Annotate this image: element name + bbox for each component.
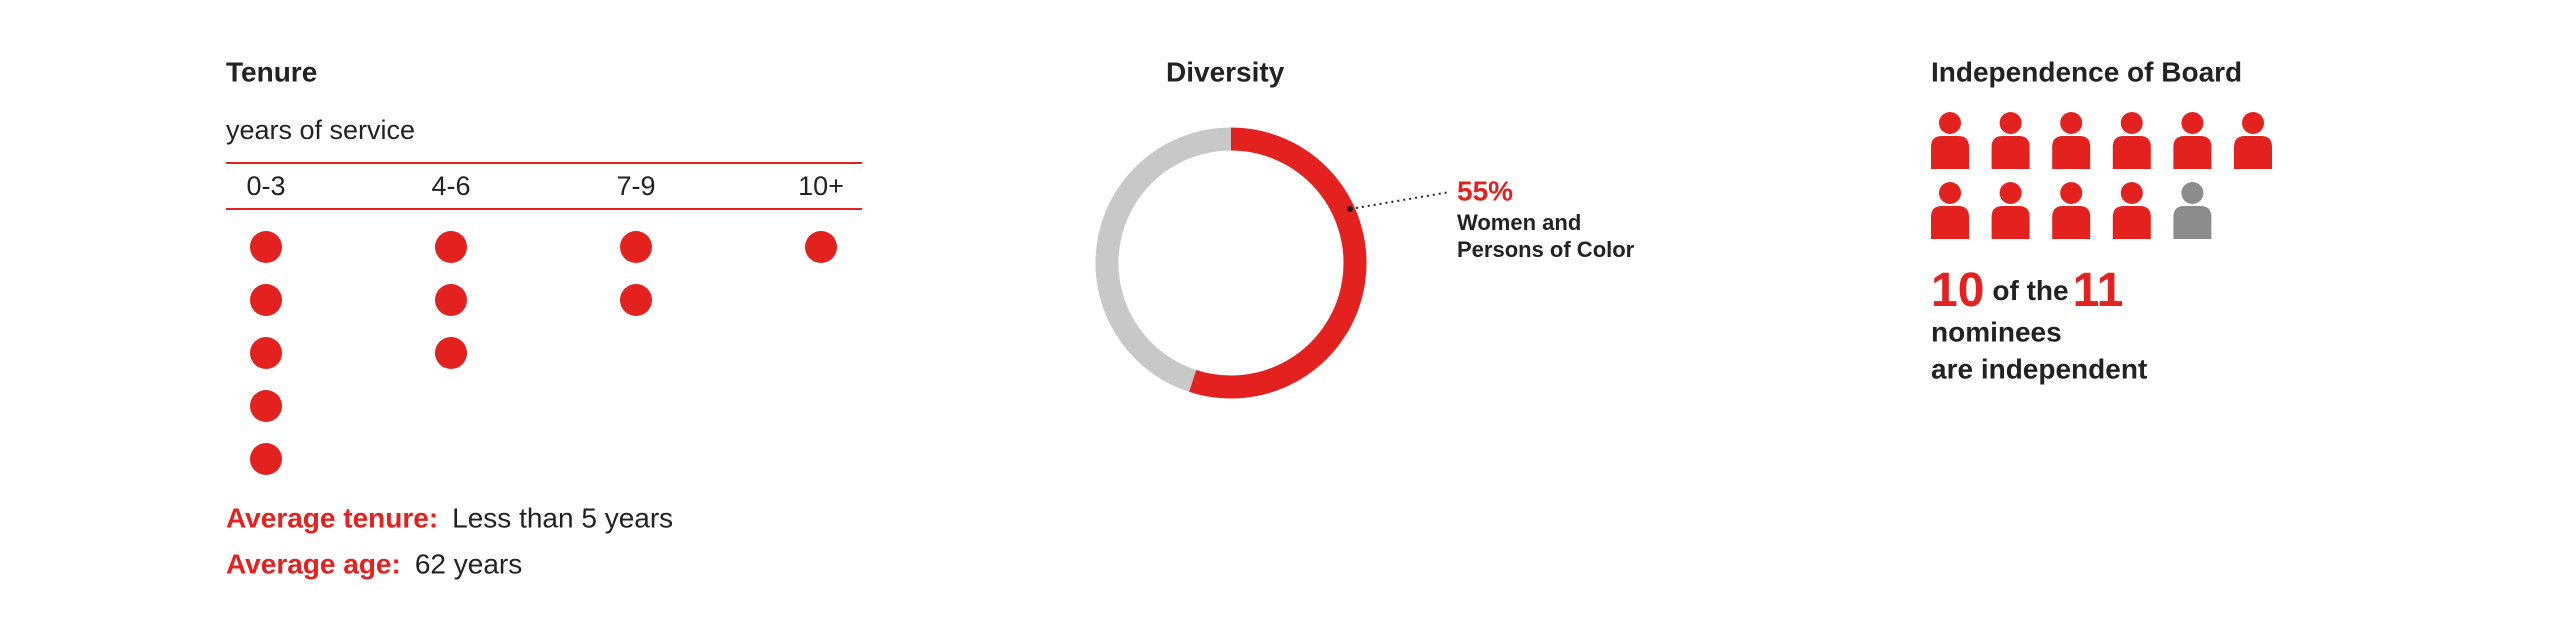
icon-body bbox=[2234, 136, 2272, 169]
dot bbox=[620, 231, 652, 263]
icon-head bbox=[2120, 112, 2143, 134]
person-icon bbox=[1931, 112, 1969, 169]
icon-head bbox=[2060, 112, 2083, 134]
icon-body bbox=[1931, 206, 1969, 239]
value-label: 55% bbox=[1457, 175, 1513, 206]
segment-label: Persons of Color bbox=[1457, 237, 1635, 262]
icon-body bbox=[2052, 206, 2091, 239]
annotation-text: 62 years bbox=[415, 548, 522, 579]
icon-head bbox=[1999, 182, 2022, 204]
person-icon bbox=[2112, 182, 2151, 239]
caption: 10 of the11 bbox=[1931, 264, 2123, 317]
caption-text: nominees bbox=[1931, 316, 2062, 347]
icon-body bbox=[2052, 136, 2091, 169]
icon-head bbox=[2181, 182, 2204, 204]
leader-line bbox=[1349, 191, 1451, 210]
icon-body bbox=[2112, 206, 2151, 239]
icon-head bbox=[2060, 182, 2083, 204]
donut-segment bbox=[1189, 127, 1367, 399]
person-icon bbox=[2173, 182, 2212, 239]
icon-body bbox=[1931, 136, 1969, 169]
annotation-label: Average tenure: bbox=[226, 502, 438, 533]
annotation-text: Less than 5 years bbox=[452, 502, 673, 533]
annotation-label: Average age: bbox=[226, 548, 401, 579]
dot bbox=[250, 284, 282, 316]
dot bbox=[805, 231, 837, 263]
count: 10 bbox=[1931, 264, 1984, 317]
person-icon bbox=[2173, 112, 2212, 169]
independence-title: Independence of Board bbox=[1931, 56, 2242, 87]
dot bbox=[250, 390, 282, 422]
category-label: 0-3 bbox=[246, 171, 285, 201]
person-icon bbox=[2112, 112, 2151, 169]
person-icon bbox=[1931, 182, 1969, 239]
person-icon bbox=[2052, 112, 2091, 169]
tenure-title: Tenure bbox=[226, 56, 317, 87]
dot bbox=[250, 231, 282, 263]
person-icon bbox=[1991, 182, 2030, 239]
category-label: 10+ bbox=[798, 171, 844, 201]
person-icon bbox=[2052, 182, 2091, 239]
dot bbox=[435, 284, 467, 316]
diversity-title: Diversity bbox=[1166, 56, 1285, 87]
icon-head bbox=[1939, 112, 1961, 134]
icon-body bbox=[2112, 136, 2151, 169]
dot bbox=[435, 231, 467, 263]
caption-text: are independent bbox=[1931, 353, 2147, 384]
category-label: 7-9 bbox=[616, 171, 655, 201]
tenure-subtitle: years of service bbox=[226, 115, 415, 145]
icon-body bbox=[1991, 206, 2030, 239]
icon-body bbox=[1991, 136, 2030, 169]
icon-head bbox=[2120, 182, 2143, 204]
icon-head bbox=[1999, 112, 2022, 134]
dot bbox=[250, 337, 282, 369]
icon-head bbox=[1939, 182, 1961, 204]
dot bbox=[620, 284, 652, 316]
segment-label: Women and bbox=[1457, 210, 1581, 235]
category-label: 4-6 bbox=[431, 171, 470, 201]
icon-head bbox=[2242, 112, 2264, 134]
dot bbox=[435, 337, 467, 369]
total: 11 bbox=[2073, 264, 2124, 317]
caption-text: of the bbox=[1992, 275, 2068, 306]
person-icon bbox=[1991, 112, 2030, 169]
icon-head bbox=[2181, 112, 2204, 134]
leader-dot bbox=[1347, 206, 1353, 212]
donut-segment bbox=[1095, 127, 1232, 392]
dot bbox=[250, 443, 282, 475]
icon-body bbox=[2173, 206, 2212, 239]
person-icon bbox=[2234, 112, 2272, 169]
icon-body bbox=[2173, 136, 2212, 169]
